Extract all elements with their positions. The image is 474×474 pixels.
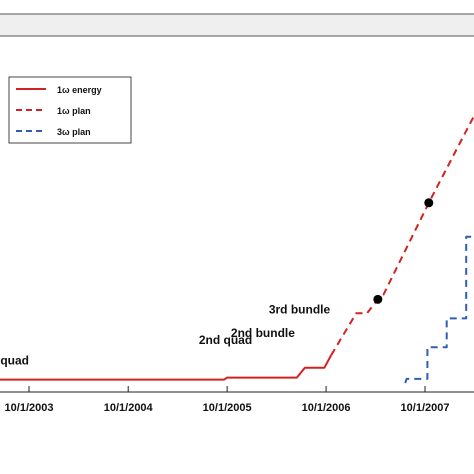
annotation-label: quad <box>0 353 29 367</box>
x-tick-label: 10/1/2004 <box>104 402 154 414</box>
x-tick-label: 10/1/2007 <box>401 402 450 414</box>
legend-label-1w-plan: 1ω plan <box>57 106 91 116</box>
series-line-3 <box>404 235 474 384</box>
legend-label-3w-plan: 3ω plan <box>57 127 91 137</box>
legend-label-1w-energy: 1ω energy <box>57 85 102 95</box>
data-marker <box>424 198 434 208</box>
legend: 1ω energy 1ω plan 3ω plan <box>8 76 132 144</box>
markers <box>373 198 434 304</box>
annotation-label: 2nd bundle <box>231 326 295 340</box>
x-tick-label: 10/1/2003 <box>5 402 54 414</box>
data-marker <box>373 294 383 304</box>
annotation-label: 3rd bundle <box>269 302 331 316</box>
x-ticks: 10/1/2003 10/1/2004 10/1/2005 10/1/2006 10/1… <box>5 386 450 414</box>
x-tick-label: 10/1/2005 <box>203 402 252 414</box>
header-band <box>0 13 474 37</box>
annotation-label: 2nd quad <box>199 333 252 347</box>
series-line-1 <box>0 354 333 381</box>
x-tick-label: 10/1/2006 <box>302 402 351 414</box>
